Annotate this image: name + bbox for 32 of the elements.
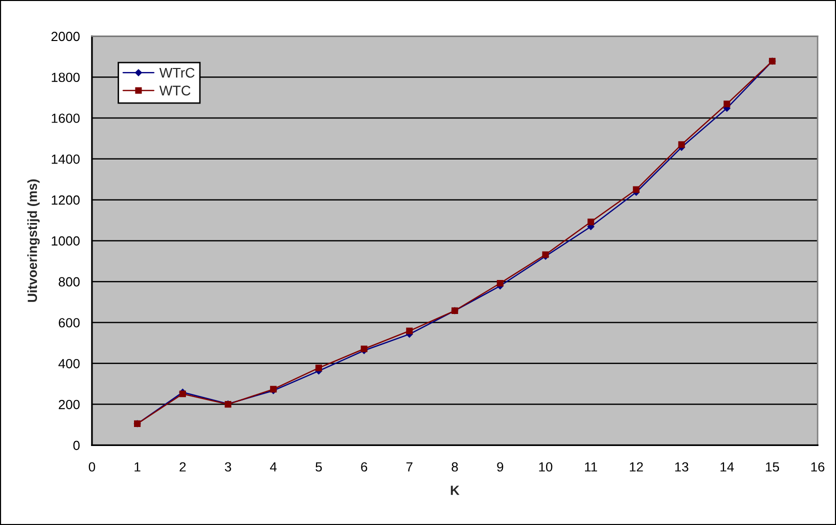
- x-tick-label: 12: [630, 462, 643, 472]
- y-tick-label: 200: [58, 400, 80, 410]
- y-tick-label: 1600: [52, 114, 80, 123]
- x-tick-label: 3: [224, 462, 232, 472]
- legend-label: WTC: [159, 86, 190, 96]
- y-axis-title: Uitvoeringstijd (ms): [27, 179, 40, 302]
- y-tick-label: 0: [73, 440, 80, 450]
- x-tick-label: 14: [720, 462, 734, 472]
- x-axis-title: K: [450, 486, 460, 495]
- x-tick-label: 2: [180, 462, 186, 472]
- x-tick-label: 4: [270, 462, 277, 472]
- y-tick-label: 2000: [51, 32, 80, 42]
- y-tick-label: 600: [58, 318, 80, 328]
- legend-label: WTrC: [159, 68, 195, 78]
- y-tick-label: 1400: [52, 154, 80, 164]
- x-tick-label: 5: [316, 462, 322, 472]
- y-tick-label: 1000: [52, 236, 80, 246]
- x-tick-label: 1: [134, 462, 140, 472]
- x-tick-label: 8: [452, 462, 458, 472]
- x-tick-label: 13: [675, 462, 688, 472]
- y-tick-label: 1200: [52, 195, 80, 205]
- x-tick-label: 0: [88, 462, 96, 472]
- y-tick-label: 400: [58, 358, 80, 368]
- x-tick-label: 10: [539, 462, 552, 472]
- x-tick-label: 9: [497, 462, 504, 472]
- x-tick-label: 11: [585, 462, 598, 472]
- x-tick-label: 6: [361, 462, 368, 472]
- y-tick-label: 1800: [52, 72, 80, 82]
- y-tick-label: 800: [58, 277, 80, 287]
- x-tick-label: 16: [811, 462, 824, 472]
- x-tick-label: 15: [766, 462, 780, 472]
- x-tick-label: 7: [406, 462, 412, 472]
